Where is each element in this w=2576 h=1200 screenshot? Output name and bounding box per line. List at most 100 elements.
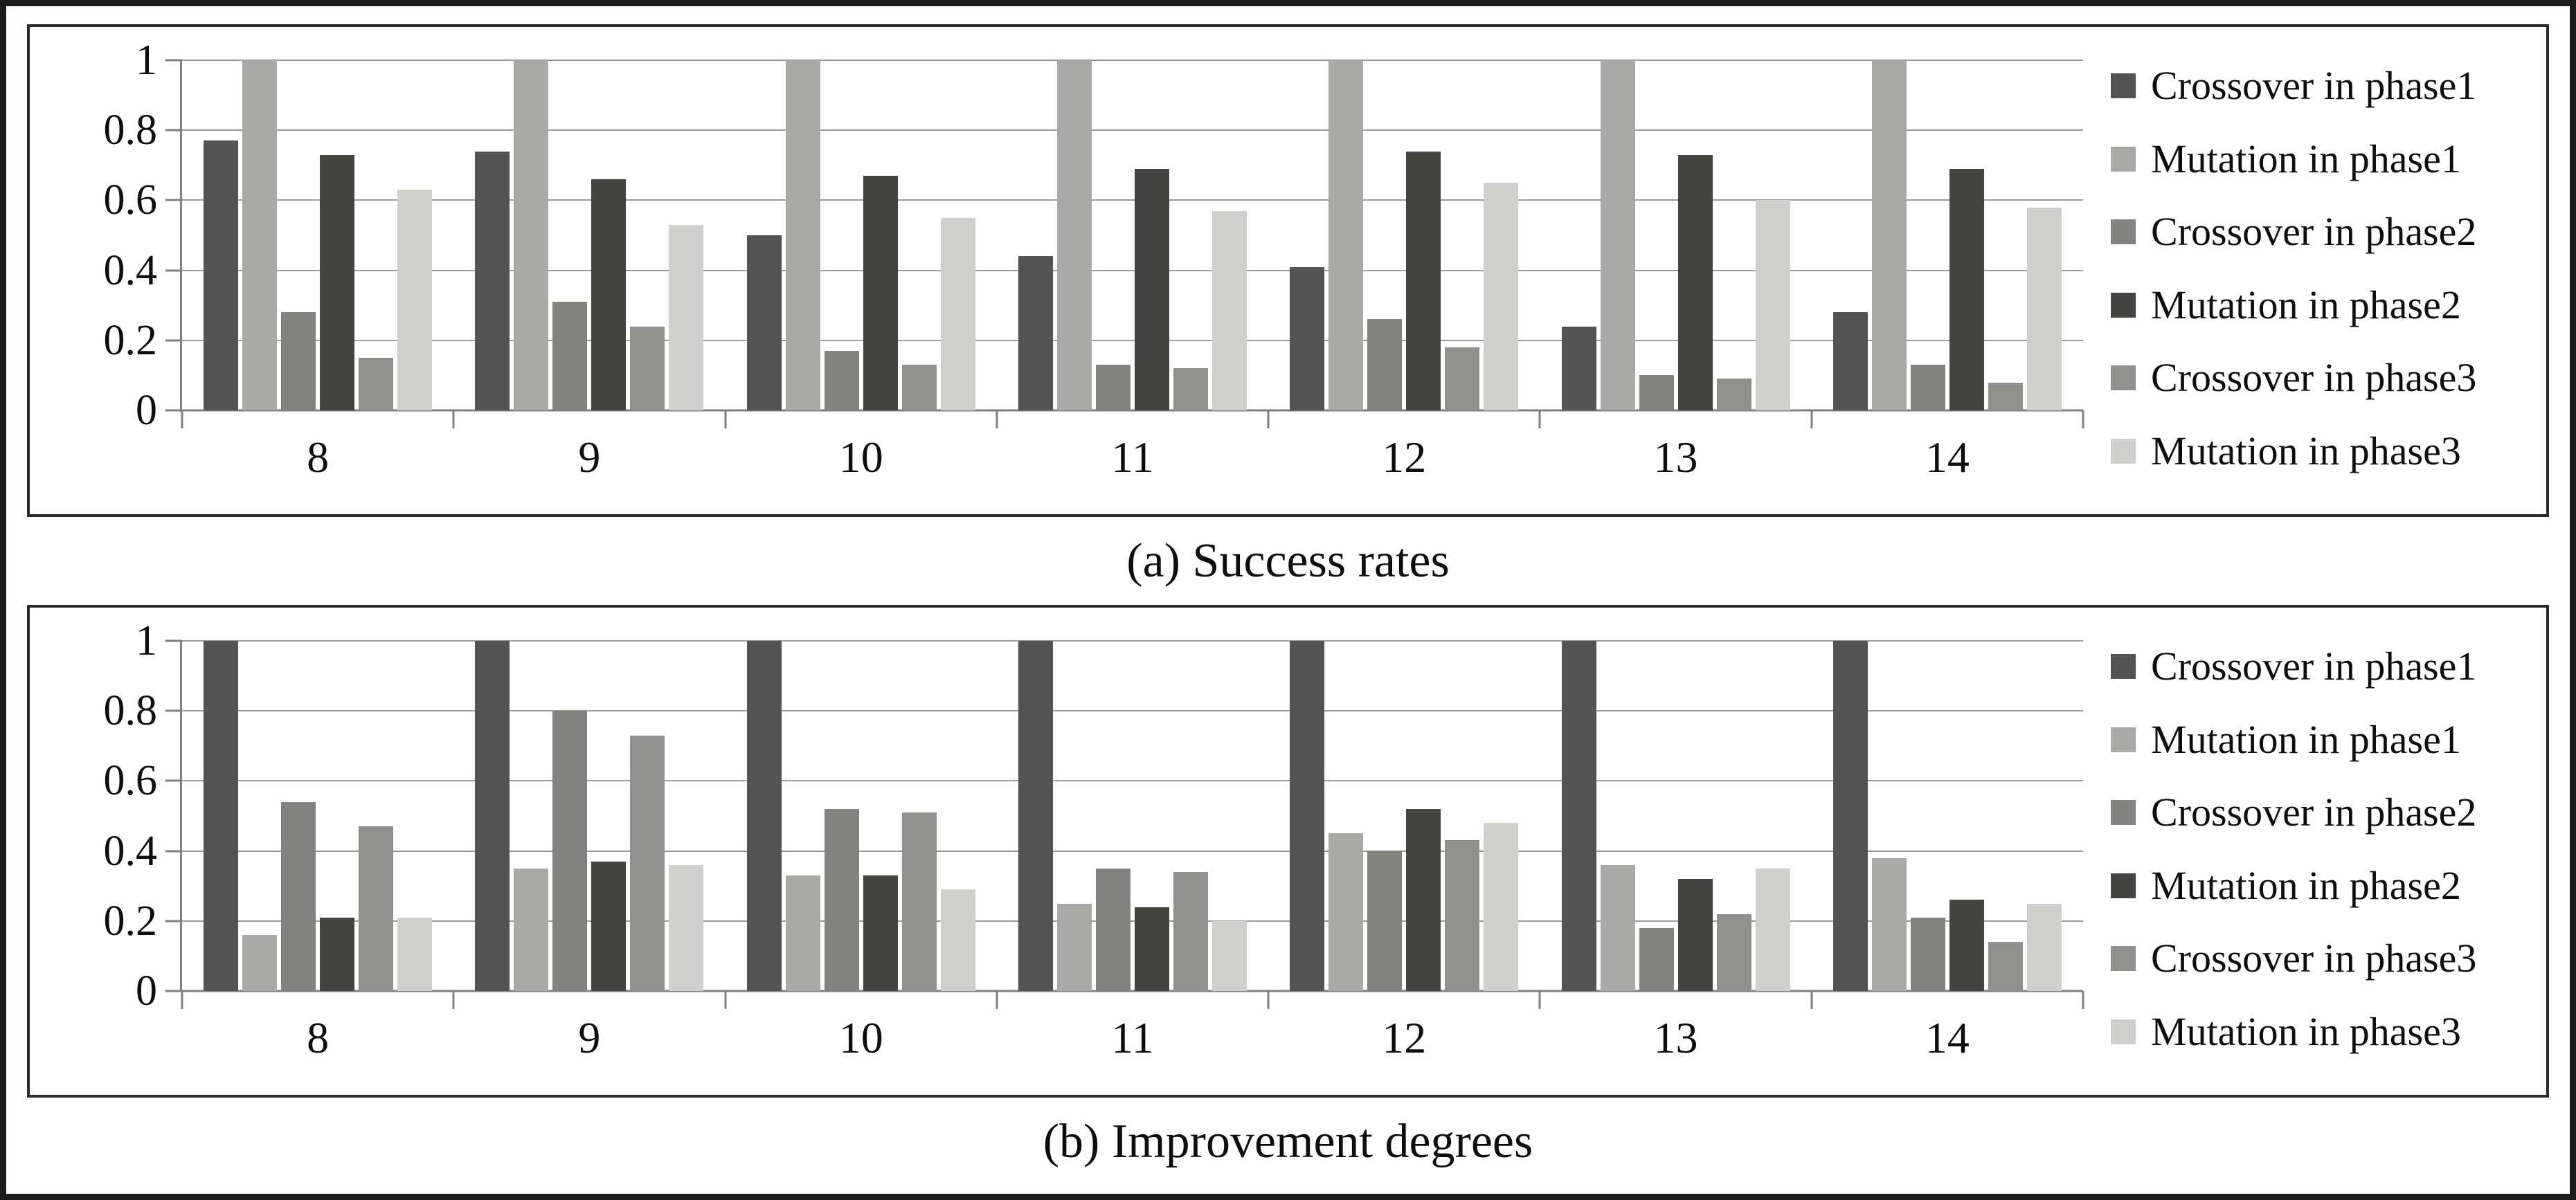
bar-crossover-in-phase1-13 bbox=[1561, 641, 1596, 991]
gridline-0.6 bbox=[182, 199, 2083, 201]
chart-a-bars-layer bbox=[182, 60, 2083, 410]
gridline-0 bbox=[182, 990, 2083, 992]
y-axis-label-0.6: 0.6 bbox=[103, 176, 158, 224]
gridline-0.2 bbox=[182, 339, 2083, 341]
x-axis-label-8: 8 bbox=[307, 1013, 330, 1062]
gridline-0.4 bbox=[182, 850, 2083, 852]
y-axis-label-0.6: 0.6 bbox=[103, 757, 158, 805]
bar-mutation-in-phase2-9 bbox=[591, 179, 627, 410]
gridline-0.8 bbox=[182, 710, 2083, 712]
bar-mutation-in-phase3-9 bbox=[669, 864, 704, 991]
x-axis-label-9: 9 bbox=[578, 433, 601, 482]
bar-crossover-in-phase2-8 bbox=[281, 801, 316, 991]
chart-b-plot-area: 1 0.8 0.6 0.4 0.2 0 bbox=[104, 619, 2084, 1012]
chart-a-plot-area: 1 0.8 0.6 0.4 0.2 0 bbox=[104, 39, 2084, 432]
chart-b-legend: Crossover in phase1 Mutation in phase1 Cro… bbox=[2093, 608, 2546, 1095]
legend-item-crossover-in-phase2: Crossover in phase2 bbox=[2111, 212, 2542, 252]
bar-crossover-in-phase1-14 bbox=[1832, 312, 1868, 410]
x-axis-label-10: 10 bbox=[838, 1013, 883, 1062]
bar-mutation-in-phase3-12 bbox=[1484, 183, 1519, 410]
bar-mutation-in-phase1-8 bbox=[242, 60, 278, 410]
x-axis-tick-3 bbox=[996, 410, 998, 428]
y-axis-label-0.8: 0.8 bbox=[103, 107, 158, 154]
x-axis-label-8: 8 bbox=[307, 433, 330, 482]
bar-crossover-in-phase3-11 bbox=[1173, 368, 1208, 410]
y-axis-label-0: 0 bbox=[136, 967, 157, 1015]
chart-b-caption: (b) Improvement degrees bbox=[1043, 1114, 1533, 1168]
legend-label-crossover-in-phase1: Crossover in phase1 bbox=[2151, 644, 2477, 689]
chart-a-caption: (a) Success rates bbox=[1126, 534, 1450, 588]
bar-crossover-in-phase3-12 bbox=[1445, 347, 1480, 410]
bar-mutation-in-phase3-14 bbox=[2026, 207, 2062, 410]
bar-mutation-in-phase1-13 bbox=[1600, 60, 1635, 410]
bar-mutation-in-phase1-10 bbox=[785, 875, 820, 991]
x-axis-tick-1 bbox=[452, 991, 455, 1009]
bar-group-9 bbox=[453, 641, 725, 991]
gridline-0 bbox=[182, 409, 2083, 412]
bar-crossover-in-phase2-13 bbox=[1639, 375, 1674, 410]
legend-swatch-icon-mutation-in-phase2 bbox=[2111, 873, 2136, 898]
y-axis-label-0.2: 0.2 bbox=[103, 897, 158, 945]
legend-item-crossover-in-phase1: Crossover in phase1 bbox=[2111, 646, 2542, 687]
y-axis-tick-0 bbox=[165, 990, 182, 992]
x-axis-tick-0 bbox=[181, 991, 183, 1009]
bar-group-10 bbox=[726, 60, 997, 410]
legend-item-mutation-in-phase3: Mutation in phase3 bbox=[2111, 428, 2542, 473]
x-axis-tick-0 bbox=[181, 410, 183, 428]
y-axis-label-0.2: 0.2 bbox=[103, 316, 158, 364]
bar-mutation-in-phase3-10 bbox=[940, 217, 975, 410]
y-axis-label-1: 1 bbox=[136, 37, 157, 84]
x-axis-tick-7 bbox=[2082, 410, 2084, 428]
bar-crossover-in-phase3-10 bbox=[901, 812, 937, 991]
chart-a-legend: Crossover in phase1 Mutation in phase1 Cro… bbox=[2093, 27, 2546, 514]
bar-mutation-in-phase1-11 bbox=[1056, 60, 1092, 410]
bar-mutation-in-phase2-8 bbox=[320, 154, 355, 410]
bar-group-11 bbox=[997, 641, 1268, 991]
chart-a-grid-layer bbox=[182, 60, 2083, 412]
bar-crossover-in-phase3-12 bbox=[1445, 840, 1480, 991]
legend-item-mutation-in-phase1: Mutation in phase1 bbox=[2111, 719, 2542, 760]
legend-swatch-icon-crossover-in-phase3 bbox=[2111, 365, 2136, 391]
bar-mutation-in-phase2-11 bbox=[1134, 907, 1169, 991]
y-axis-label-0: 0 bbox=[136, 387, 157, 434]
bar-mutation-in-phase1-13 bbox=[1600, 864, 1635, 991]
x-axis-label-13: 13 bbox=[1653, 433, 1698, 482]
bar-mutation-in-phase3-8 bbox=[397, 917, 433, 991]
bar-mutation-in-phase3-13 bbox=[1755, 868, 1790, 991]
bar-crossover-in-phase3-13 bbox=[1716, 379, 1751, 410]
bar-mutation-in-phase3-12 bbox=[1484, 823, 1519, 991]
gridline-1 bbox=[182, 60, 2083, 61]
x-axis-labels: 8 9 10 11 12 13 14 bbox=[182, 991, 2083, 1092]
x-axis-tick-6 bbox=[1810, 991, 1813, 1009]
bar-mutation-in-phase2-14 bbox=[1949, 168, 1984, 410]
bar-group-13 bbox=[1540, 60, 1811, 410]
legend-label-crossover-in-phase2: Crossover in phase2 bbox=[2151, 790, 2477, 835]
y-axis-tick-1 bbox=[165, 59, 182, 62]
legend-item-crossover-in-phase3: Crossover in phase3 bbox=[2111, 938, 2542, 979]
legend-swatch-icon-mutation-in-phase3 bbox=[2111, 1019, 2136, 1044]
bar-crossover-in-phase3-11 bbox=[1173, 871, 1208, 991]
bar-mutation-in-phase2-14 bbox=[1949, 900, 1984, 991]
x-axis-label-14: 14 bbox=[1925, 433, 1970, 482]
bar-group-13 bbox=[1540, 641, 1811, 991]
x-axis-label-14: 14 bbox=[1925, 1013, 1970, 1062]
legend-item-mutation-in-phase3: Mutation in phase3 bbox=[2111, 1011, 2542, 1052]
legend-label-crossover-in-phase2: Crossover in phase2 bbox=[2151, 209, 2477, 255]
bar-crossover-in-phase2-11 bbox=[1095, 365, 1131, 410]
bar-mutation-in-phase2-12 bbox=[1406, 151, 1441, 410]
x-axis-tick-4 bbox=[1267, 410, 1270, 428]
x-axis-labels: 8 9 10 11 12 13 14 bbox=[182, 410, 2083, 511]
bar-mutation-in-phase1-11 bbox=[1056, 903, 1092, 991]
bar-crossover-in-phase1-8 bbox=[204, 641, 239, 991]
y-axis-label-1: 1 bbox=[136, 617, 157, 664]
x-axis-tick-7 bbox=[2082, 991, 2084, 1009]
x-axis-tick-6 bbox=[1810, 410, 1813, 428]
gridline-0.2 bbox=[182, 920, 2083, 922]
y-axis-tick-0.6 bbox=[165, 199, 182, 201]
gridline-0.4 bbox=[182, 269, 2083, 271]
y-axis-tick-0.8 bbox=[165, 129, 182, 131]
gridline-1 bbox=[182, 640, 2083, 642]
bar-mutation-in-phase1-8 bbox=[242, 935, 278, 991]
legend-label-mutation-in-phase3: Mutation in phase3 bbox=[2151, 428, 2461, 473]
